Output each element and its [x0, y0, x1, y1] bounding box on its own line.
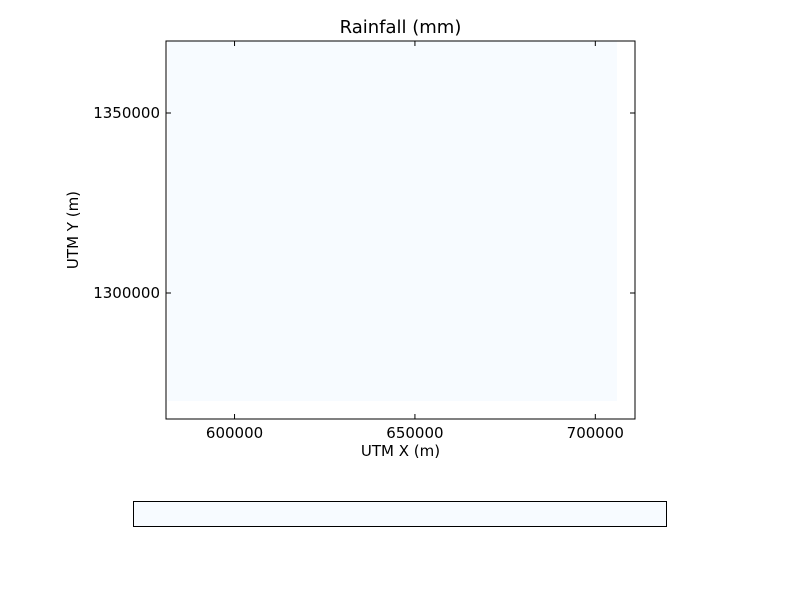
y-tick-label: 1350000 [93, 104, 160, 122]
x-axis-label: UTM X (m) [361, 442, 440, 460]
x-tick-label: 650000 [386, 424, 443, 442]
plot-area: 600000 650000 700000 1300000 1350000 [93, 40, 636, 442]
y-axis-ticks: 1300000 1350000 [93, 104, 635, 302]
y-tick-label: 1300000 [93, 284, 160, 302]
x-tick-label: 600000 [206, 424, 263, 442]
x-axis-ticks: 600000 650000 700000 [206, 41, 624, 442]
axes-frame [165, 40, 636, 420]
colorbar [133, 501, 667, 527]
y-axis-label: UTM Y (m) [64, 191, 82, 269]
chart-title: Rainfall (mm) [340, 17, 462, 38]
x-tick-label: 700000 [567, 424, 624, 442]
rainfall-raster [167, 41, 617, 401]
